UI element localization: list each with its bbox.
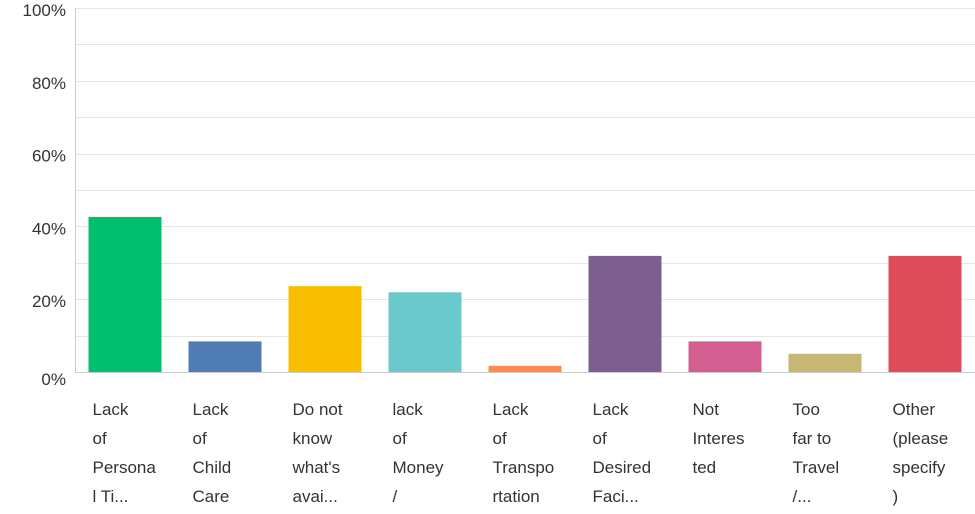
bar-9 bbox=[888, 255, 962, 372]
bars bbox=[88, 216, 962, 372]
x-tick-label: Lack of Persona l Ti... bbox=[93, 400, 157, 506]
y-axis-tick-labels: 0% 20% 40% 60% 80% 100% bbox=[23, 1, 66, 389]
y-tick-label: 40% bbox=[32, 219, 66, 238]
bar-8 bbox=[788, 353, 862, 372]
bar-6 bbox=[588, 255, 662, 372]
bar-4 bbox=[388, 292, 462, 372]
x-tick-label: Lack of Child Care bbox=[193, 400, 232, 506]
bar-1 bbox=[88, 216, 162, 372]
y-tick-label: 20% bbox=[32, 292, 66, 311]
y-tick-label: 0% bbox=[41, 370, 66, 389]
x-tick-label: Too far to Travel/... bbox=[793, 400, 840, 506]
bar-2 bbox=[188, 341, 262, 372]
y-tick-label: 80% bbox=[32, 74, 66, 93]
bar-7 bbox=[688, 341, 762, 372]
x-axis-category-labels: Lack of Persona l Ti... Lack of Child Care Do no… bbox=[93, 400, 949, 506]
x-tick-label: Lack of Desired Faci... bbox=[593, 400, 652, 506]
y-tick-label: 60% bbox=[32, 147, 66, 166]
x-tick-label: lack of Money / bbox=[393, 400, 445, 506]
x-tick-label: Not Interes ted bbox=[693, 400, 745, 477]
bar-5 bbox=[488, 365, 562, 372]
x-tick-label: Lack of Transpo rtation bbox=[493, 400, 555, 506]
y-tick-label: 100% bbox=[23, 1, 66, 20]
axes bbox=[75, 8, 975, 373]
gridlines bbox=[75, 8, 975, 337]
x-tick-label: Do not know what's avai... bbox=[292, 400, 343, 506]
x-tick-label: Other (please specify) bbox=[893, 400, 949, 506]
bar-3 bbox=[288, 286, 362, 372]
